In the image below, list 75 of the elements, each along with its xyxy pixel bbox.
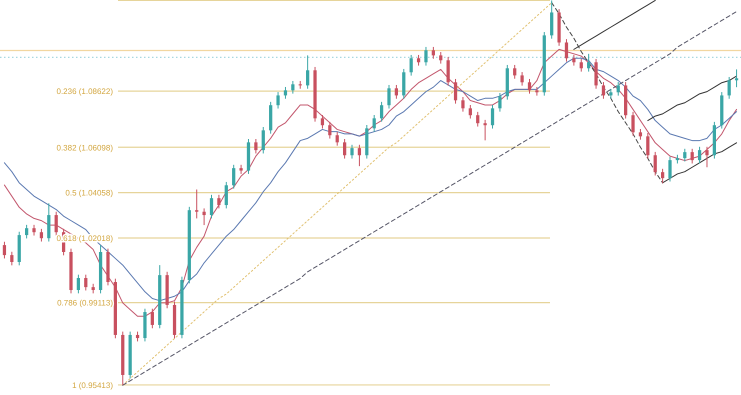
- candlestick: [594, 58, 598, 90]
- candlestick: [328, 121, 332, 140]
- candlestick: [336, 131, 339, 146]
- candlestick: [402, 68, 406, 100]
- candlestick: [705, 146, 709, 168]
- candlestick: [350, 144, 354, 160]
- candlestick: [646, 132, 650, 160]
- candlestick: [410, 54, 413, 76]
- candlestick: [92, 283, 95, 294]
- candlestick: [239, 164, 243, 174]
- candlestick: [468, 104, 472, 120]
- candlestick: [734, 68, 738, 88]
- candlestick: [47, 202, 50, 242]
- candlestick: [683, 148, 686, 162]
- ref-line-label: 1 (0.95413): [72, 380, 114, 390]
- candlestick: [276, 92, 280, 110]
- candlestick: [580, 58, 583, 72]
- candlestick: [394, 84, 398, 100]
- candlestick: [609, 88, 612, 100]
- candlestick: [32, 224, 36, 236]
- candlestick: [202, 208, 206, 226]
- candlestick: [424, 46, 428, 66]
- candlestick: [498, 92, 502, 112]
- candlestick: [372, 114, 376, 132]
- candlestick: [10, 251, 14, 266]
- candlestick: [150, 308, 154, 329]
- candlestick: [698, 146, 702, 164]
- candlestick: [387, 84, 391, 110]
- candlestick: [446, 56, 450, 86]
- candlestick: [2, 241, 6, 259]
- ref-line-label: 0.5 (1.04058): [65, 188, 114, 198]
- ref-line-label: 0.236 (1.08622): [56, 87, 114, 96]
- candlestick: [528, 78, 532, 94]
- candlestick: [40, 228, 44, 242]
- candlestick: [76, 274, 80, 294]
- candlestick: [461, 96, 465, 112]
- candlestick: [232, 164, 236, 190]
- candlestick: [728, 76, 731, 100]
- candlestick: [520, 72, 524, 86]
- candlestick: [54, 211, 58, 236]
- ref-line-label: 0.786 (0.99113): [57, 298, 114, 308]
- ref-line-label: 0.382 (1.06098): [56, 143, 114, 152]
- candlestick: [306, 54, 310, 90]
- candlestick: [572, 54, 576, 66]
- candlestick: [490, 104, 494, 130]
- candlestick: [432, 46, 435, 60]
- candlestick: [24, 224, 28, 239]
- candlestick: [84, 274, 88, 291]
- candlestick: [291, 80, 294, 94]
- candlestick: [587, 53, 590, 72]
- candlestick: [454, 78, 458, 104]
- candlestick: [513, 64, 516, 80]
- candlestick: [616, 82, 620, 96]
- candlestick: [224, 181, 228, 209]
- candlestick: [210, 194, 214, 219]
- candlestick: [439, 52, 442, 64]
- candlestick: [690, 148, 694, 164]
- candlestick: [358, 144, 362, 167]
- candlestick: [484, 119, 487, 141]
- candlestick: [217, 194, 221, 209]
- candlestick: [631, 111, 635, 136]
- candlestick: [654, 151, 657, 176]
- candlestick: [638, 128, 642, 140]
- candlestick: [668, 156, 672, 182]
- candlestick: [564, 38, 568, 62]
- candlestick: [284, 86, 288, 100]
- candlestick: [262, 126, 265, 154]
- candlestick: [660, 168, 664, 184]
- candlestick: [550, 0, 554, 40]
- candlestick: [195, 188, 198, 219]
- candlestick: [416, 54, 420, 66]
- candlestick: [380, 101, 384, 122]
- candlestick: [602, 82, 606, 100]
- candlestick: [254, 138, 258, 154]
- candlestick: [476, 111, 480, 128]
